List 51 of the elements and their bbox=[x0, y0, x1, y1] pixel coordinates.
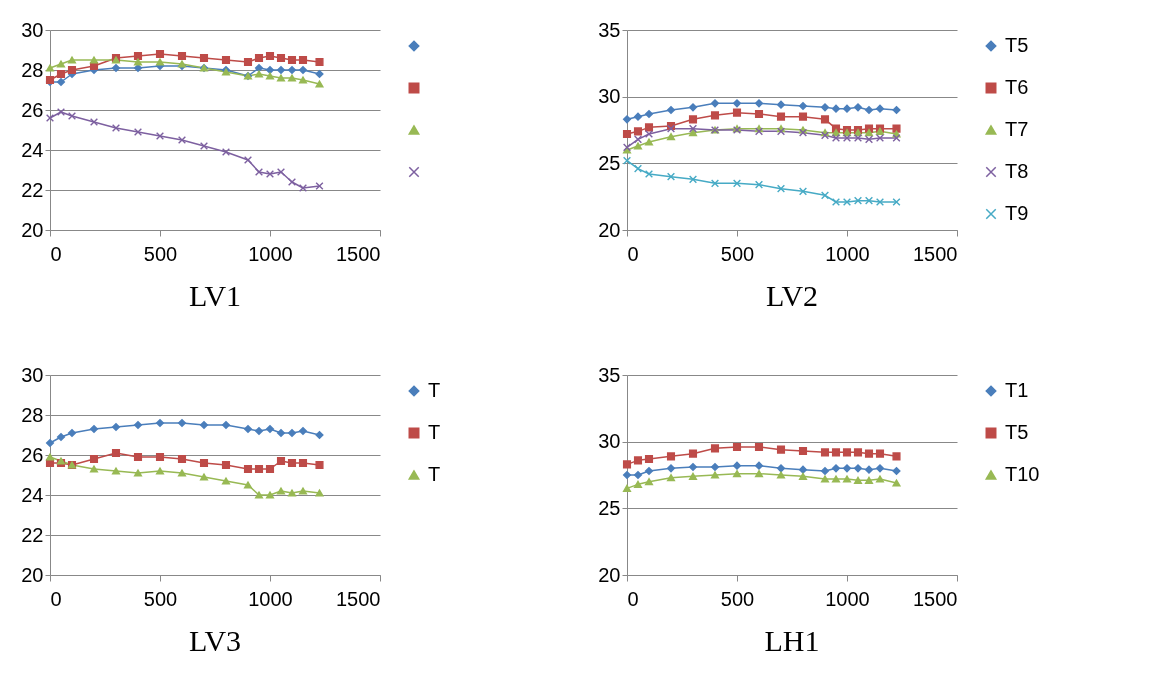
y-tick-label: 30 bbox=[21, 363, 44, 386]
y-tick-label: 22 bbox=[21, 178, 44, 201]
x-tick-label: 0 bbox=[50, 587, 62, 610]
x-tick-label: 500 bbox=[143, 242, 178, 265]
text: LV2 bbox=[765, 279, 819, 312]
x-tick-label: 500 bbox=[143, 587, 178, 610]
y-tick-label: 26 bbox=[21, 443, 44, 466]
x-tick-label: 0 bbox=[50, 242, 62, 265]
y-tick-label: 25 bbox=[598, 151, 621, 174]
y-tick-label: 25 bbox=[598, 496, 621, 519]
legend-label: T1 bbox=[1005, 379, 1029, 401]
y-tick-label: 20 bbox=[21, 563, 44, 586]
y-tick-label: 30 bbox=[598, 430, 621, 453]
legend-label: T9 bbox=[1005, 202, 1029, 224]
x-tick-label: 500 bbox=[720, 587, 755, 610]
x-tick-label: 0 bbox=[627, 242, 639, 265]
y-tick-label: 35 bbox=[598, 363, 621, 386]
legend-label: T7 bbox=[1005, 118, 1029, 140]
legend-label: T bbox=[428, 379, 441, 401]
y-tick-label: 28 bbox=[21, 403, 44, 426]
x-tick-label: 1500 bbox=[913, 242, 958, 265]
y-tick-label: 24 bbox=[21, 483, 44, 506]
y-tick-label: 24 bbox=[21, 138, 44, 161]
x-tick-label: 1000 bbox=[825, 587, 870, 610]
x-tick-label: 1000 bbox=[248, 587, 293, 610]
y-tick-label: 35 bbox=[598, 18, 621, 41]
x-tick-label: 1500 bbox=[336, 242, 381, 265]
legend-label: T5 bbox=[1005, 34, 1029, 56]
y-tick-label: 20 bbox=[21, 218, 44, 241]
y-tick-label: 22 bbox=[21, 523, 44, 546]
legend-label: T6 bbox=[1005, 76, 1029, 98]
x-tick-label: 1000 bbox=[825, 242, 870, 265]
x-tick-label: 0 bbox=[627, 587, 639, 610]
legend-label: T10 bbox=[1005, 463, 1040, 485]
y-tick-label: 20 bbox=[598, 563, 621, 586]
y-tick-label: 30 bbox=[21, 18, 44, 41]
legend-label: T bbox=[428, 463, 441, 485]
x-tick-label: 500 bbox=[720, 242, 755, 265]
text: LH1 bbox=[764, 624, 820, 657]
text: LV1 bbox=[188, 279, 242, 312]
legend-label: T8 bbox=[1005, 160, 1029, 182]
x-tick-label: 1500 bbox=[336, 587, 381, 610]
y-tick-label: 26 bbox=[21, 98, 44, 121]
y-tick-label: 20 bbox=[598, 218, 621, 241]
x-tick-label: 1500 bbox=[913, 587, 958, 610]
text: LV3 bbox=[188, 624, 242, 657]
x-tick-label: 1000 bbox=[248, 242, 293, 265]
y-tick-label: 30 bbox=[598, 85, 621, 108]
y-tick-label: 28 bbox=[21, 58, 44, 81]
legend-label: T bbox=[428, 421, 441, 443]
legend-label: T5 bbox=[1005, 421, 1029, 443]
